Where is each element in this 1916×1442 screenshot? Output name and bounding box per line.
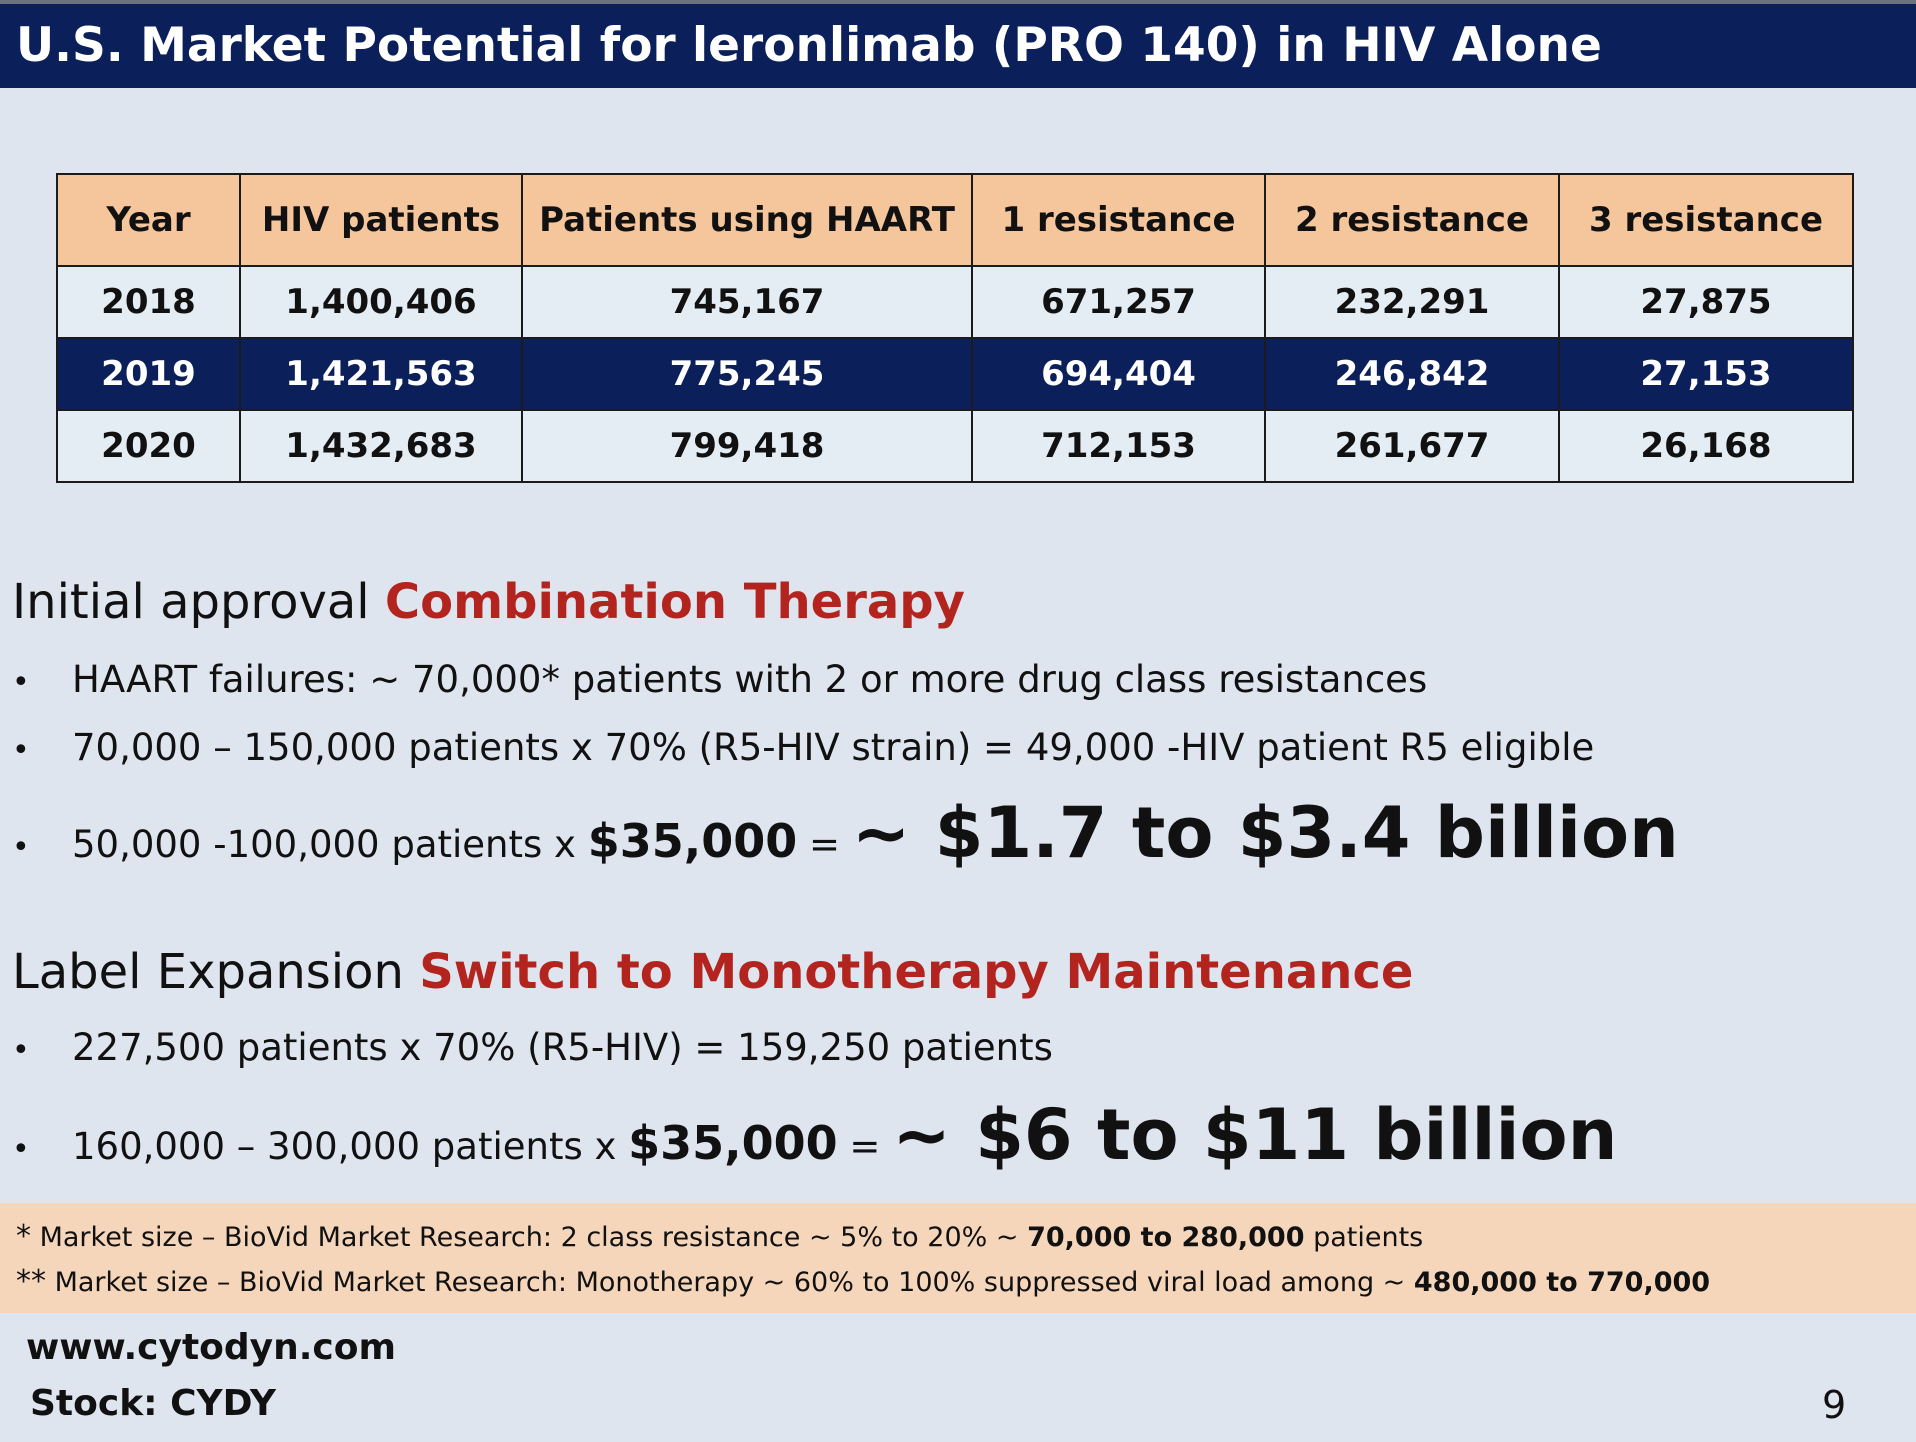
table-cell: 261,677: [1264, 409, 1560, 483]
column-header-1-resistance: 1 resistance: [971, 173, 1266, 267]
stock-ticker: Stock: CYDY: [30, 1383, 276, 1424]
table-row-highlighted: 2019 1,421,563 775,245 694,404 246,842 2…: [56, 337, 1854, 411]
price-value: $35,000: [628, 1116, 838, 1170]
table-cell: 1,432,683: [239, 409, 523, 483]
footnote-text: 2 class resistance ~ 5% to 20% ~: [560, 1222, 1028, 1253]
bullet-marker: •: [12, 830, 30, 865]
table-row: 2018 1,400,406 745,167 671,257 232,291 2…: [56, 265, 1854, 339]
footnote-tail: patients: [1304, 1222, 1424, 1253]
column-header-hiv-patients: HIV patients: [239, 173, 523, 267]
footnote: ** Market size – BioVid Market Research:…: [16, 1264, 1710, 1299]
table-cell: 2018: [56, 265, 241, 339]
table-cell: 246,842: [1264, 337, 1560, 411]
bullet-item: • HAART failures: ~ 70,000* patients with…: [12, 658, 1427, 701]
footnote-text: Monotherapy ~ 60% to 100% suppressed vir…: [575, 1267, 1414, 1298]
table-cell: 232,291: [1264, 265, 1560, 339]
table-cell: 671,257: [971, 265, 1266, 339]
table-cell: 712,153: [971, 409, 1266, 483]
table-cell: 27,875: [1558, 265, 1854, 339]
bullet-marker: •: [12, 1132, 30, 1167]
bullet-text: 50,000 -100,000 patients x: [72, 823, 588, 866]
bullet-text: HAART failures: ~ 70,000* patients with …: [72, 658, 1428, 701]
bullet-text: 160,000 – 300,000 patients x: [72, 1125, 629, 1168]
bullet-text: 227,500 patients x 70% (R5-HIV) = 159,25…: [72, 1026, 1053, 1069]
bullet-item-revenue: • 160,000 – 300,000 patients x $35,000 = …: [12, 1094, 1617, 1176]
top-border: [0, 0, 1916, 4]
column-header-haart: Patients using HAART: [521, 173, 973, 267]
column-header-year: Year: [56, 173, 241, 267]
section-heading-expansion: Label Expansion Switch to Monotherapy Ma…: [12, 944, 1413, 1000]
footnote-marker: *: [16, 1219, 31, 1254]
footnotes-panel: * Market size – BioVid Market Research: …: [0, 1203, 1916, 1313]
table-cell: 694,404: [971, 337, 1266, 411]
section-heading-combination: Initial approval Combination Therapy: [12, 574, 965, 630]
section-lead: Label Expansion: [12, 944, 420, 1000]
footnote-label: Market size – BioVid Market Research:: [46, 1267, 576, 1298]
table-row: 2020 1,432,683 799,418 712,153 261,677 2…: [56, 409, 1854, 483]
market-table: Year HIV patients Patients using HAART 1…: [56, 173, 1854, 483]
revenue-estimate: ~ $1.7 to $3.4 billion: [851, 792, 1679, 874]
table-cell: 26,168: [1558, 409, 1854, 483]
table-header-row: Year HIV patients Patients using HAART 1…: [56, 173, 1854, 267]
footnote-label: Market size – BioVid Market Research:: [31, 1222, 561, 1253]
footnote-marker: **: [16, 1264, 46, 1299]
section-lead: Initial approval: [12, 574, 385, 630]
bullet-item-revenue: • 50,000 -100,000 patients x $35,000 = ~ …: [12, 792, 1679, 874]
section-highlight: Switch to Monotherapy Maintenance: [419, 944, 1414, 1000]
table-cell: 2020: [56, 409, 241, 483]
table-cell: 775,245: [521, 337, 973, 411]
bullet-marker: •: [12, 665, 30, 700]
bullet-marker: •: [12, 1033, 30, 1068]
page-number: 9: [1822, 1383, 1847, 1427]
table-cell: 1,421,563: [239, 337, 523, 411]
bullet-text: 70,000 – 150,000 patients x 70% (R5-HIV …: [72, 726, 1595, 769]
revenue-estimate: ~ $6 to $11 billion: [892, 1094, 1618, 1176]
page-title: U.S. Market Potential for leronlimab (PR…: [16, 18, 1602, 73]
column-header-3-resistance: 3 resistance: [1558, 173, 1854, 267]
table-cell: 1,400,406: [239, 265, 523, 339]
table-cell: 745,167: [521, 265, 973, 339]
price-value: $35,000: [587, 814, 798, 868]
table-cell: 2019: [56, 337, 241, 411]
footnote-bold-range: 480,000 to 770,000: [1413, 1267, 1711, 1298]
bullet-marker: •: [12, 733, 30, 768]
table-cell: 27,153: [1558, 337, 1854, 411]
section-highlight: Combination Therapy: [384, 574, 965, 630]
equals-sign: =: [837, 1125, 893, 1168]
title-bar: U.S. Market Potential for leronlimab (PR…: [0, 4, 1916, 88]
table-cell: 799,418: [521, 409, 973, 483]
column-header-2-resistance: 2 resistance: [1264, 173, 1560, 267]
website-url: www.cytodyn.com: [26, 1327, 397, 1368]
equals-sign: =: [797, 823, 852, 866]
bullet-item: • 227,500 patients x 70% (R5-HIV) = 159,2…: [12, 1026, 1053, 1069]
footnote: * Market size – BioVid Market Research: …: [16, 1219, 1423, 1254]
bullet-item: • 70,000 – 150,000 patients x 70% (R5-HIV…: [12, 726, 1594, 769]
footnote-bold-range: 70,000 to 280,000: [1027, 1222, 1305, 1253]
